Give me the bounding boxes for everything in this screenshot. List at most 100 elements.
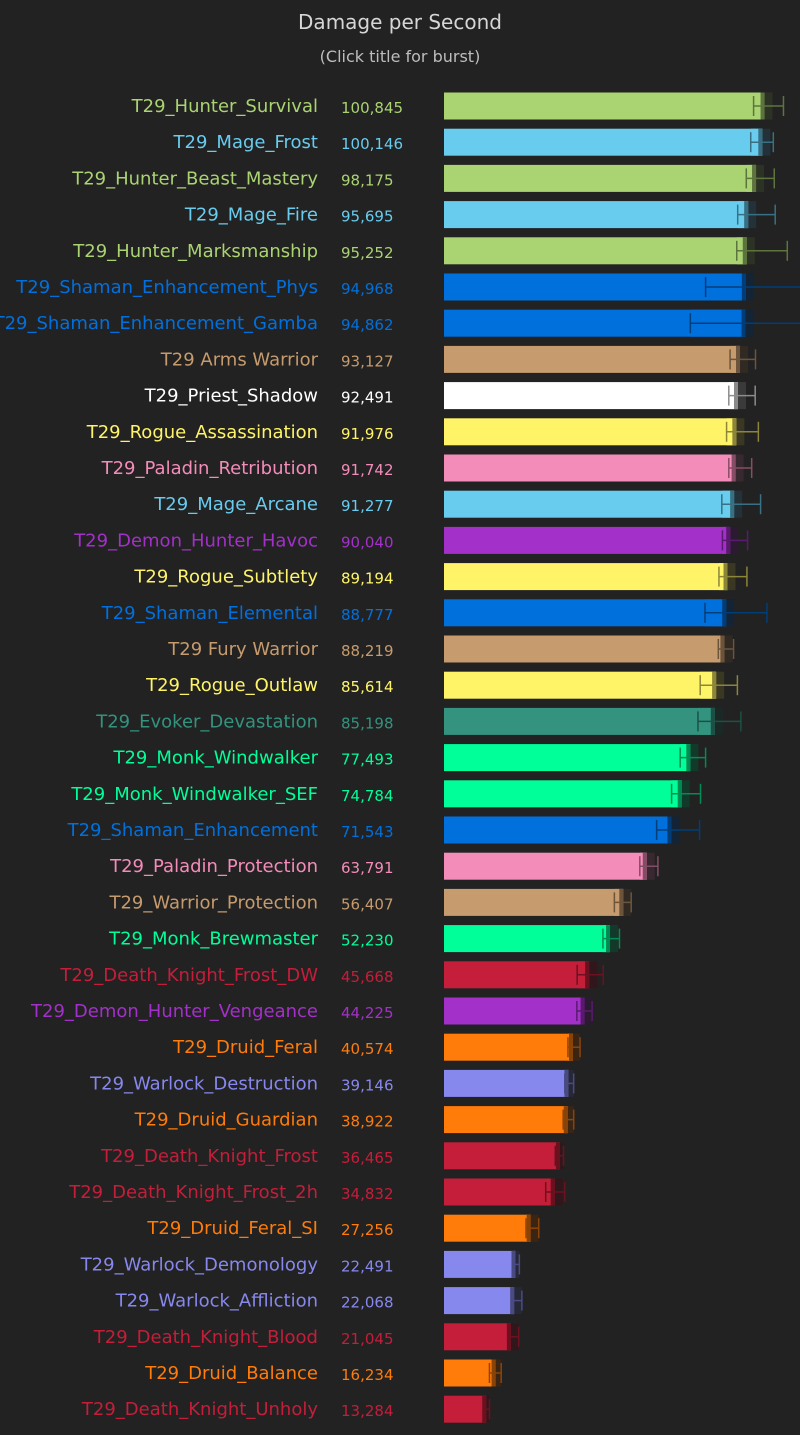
- bar[interactable]: [444, 164, 757, 192]
- bar-value: 71,543: [341, 823, 394, 841]
- bar-label: T29_Druid_Feral_SI: [146, 1218, 318, 1239]
- bar-value: 85,614: [341, 678, 394, 696]
- bar-value: 22,068: [341, 1294, 394, 1312]
- bar-label: T29_Mage_Arcane: [153, 494, 318, 515]
- bar-label: T29_Rogue_Assassination: [86, 422, 318, 443]
- bar-value: 39,146: [341, 1076, 394, 1094]
- bar[interactable]: [444, 707, 715, 735]
- bar[interactable]: [444, 237, 747, 265]
- bar-label: T29_Druid_Guardian: [134, 1110, 318, 1131]
- bar-label: T29_Druid_Balance: [144, 1363, 318, 1384]
- bar-value: 91,976: [341, 425, 394, 443]
- bar[interactable]: [444, 1359, 496, 1387]
- bar-label: T29_Shaman_Enhancement: [67, 820, 318, 841]
- bar[interactable]: [444, 345, 741, 373]
- bar-value: 38,922: [341, 1113, 394, 1131]
- bar[interactable]: [444, 490, 735, 518]
- bar[interactable]: [444, 563, 728, 591]
- bar-label: T29_Warrior_Protection: [108, 892, 318, 913]
- bar[interactable]: [444, 92, 765, 120]
- bar-value: 91,277: [341, 497, 394, 515]
- bar[interactable]: [444, 671, 717, 699]
- bar[interactable]: [444, 780, 682, 808]
- bar-value: 74,784: [341, 787, 394, 805]
- bar-label: T29_Shaman_Enhancement_Gamba: [0, 313, 318, 334]
- bar-value: 92,491: [341, 389, 394, 407]
- bar[interactable]: [444, 1178, 555, 1206]
- bar[interactable]: [444, 816, 672, 844]
- chart-subtitle: (Click title for burst): [319, 47, 481, 66]
- bar[interactable]: [444, 1395, 487, 1423]
- bar-value: 52,230: [341, 932, 394, 950]
- bar[interactable]: [444, 888, 624, 916]
- bar-label: T29 Arms Warrior: [160, 349, 319, 370]
- bar[interactable]: [444, 852, 647, 880]
- bar-value: 27,256: [341, 1221, 394, 1239]
- bar-label: T29_Warlock_Destruction: [89, 1073, 318, 1094]
- bar-label: T29_Hunter_Marksmanship: [72, 241, 318, 262]
- bar-value: 88,219: [341, 642, 394, 660]
- bar-label: T29_Hunter_Survival: [131, 96, 318, 117]
- bar-label: T29_Rogue_Outlaw: [145, 675, 318, 696]
- bar[interactable]: [444, 454, 736, 482]
- bar[interactable]: [444, 744, 691, 772]
- bar-value: 56,407: [341, 895, 394, 913]
- bar-value: 95,252: [341, 244, 394, 262]
- bar[interactable]: [444, 201, 749, 229]
- bar-value: 36,465: [341, 1149, 394, 1167]
- bar[interactable]: [444, 1142, 560, 1170]
- bar-value: 44,225: [341, 1004, 394, 1022]
- bar-value: 94,968: [341, 280, 394, 298]
- bar[interactable]: [444, 273, 746, 301]
- bar[interactable]: [444, 1106, 568, 1134]
- bar-value: 85,198: [341, 714, 394, 732]
- bar-label: T29_Death_Knight_Frost_2h: [68, 1182, 318, 1203]
- bar[interactable]: [444, 599, 727, 627]
- bar[interactable]: [444, 1250, 516, 1278]
- bar-value: 22,491: [341, 1257, 394, 1275]
- bar[interactable]: [444, 382, 738, 410]
- bar-label: T29_Hunter_Beast_Mastery: [71, 168, 318, 189]
- bar-label: T29_Monk_Windwalker_SEF: [70, 784, 318, 805]
- bar[interactable]: [444, 418, 737, 446]
- bar-value: 34,832: [341, 1185, 394, 1203]
- bar-value: 63,791: [341, 859, 394, 877]
- bar-value: 13,284: [341, 1402, 394, 1420]
- bar[interactable]: [444, 1033, 573, 1061]
- bar[interactable]: [444, 1069, 569, 1097]
- bar-value: 88,777: [341, 606, 394, 624]
- bar-label: T29_Monk_Brewmaster: [108, 929, 318, 950]
- bar-label: T29_Paladin_Retribution: [101, 458, 318, 479]
- bar[interactable]: [444, 128, 763, 156]
- bar-label: T29_Death_Knight_Frost: [100, 1146, 318, 1167]
- bar-label: T29_Warlock_Demonology: [80, 1254, 319, 1275]
- bar-label: T29_Evoker_Devastation: [95, 711, 318, 732]
- bar[interactable]: [444, 1214, 531, 1242]
- bar[interactable]: [444, 997, 585, 1025]
- bar-label: T29_Druid_Feral: [172, 1037, 318, 1058]
- bar-label: T29_Warlock_Affliction: [115, 1291, 318, 1312]
- bar-label: T29_Shaman_Enhancement_Phys: [15, 277, 318, 298]
- bar-value: 91,742: [341, 461, 394, 479]
- bar-value: 45,668: [341, 968, 394, 986]
- bar-value: 95,695: [341, 208, 394, 226]
- bar-value: 21,045: [341, 1330, 394, 1348]
- bar[interactable]: [444, 526, 731, 554]
- bar-value: 16,234: [341, 1366, 394, 1384]
- bar-label: T29_Death_Knight_Frost_DW: [59, 965, 318, 986]
- bar-label: T29 Fury Warrior: [167, 639, 318, 660]
- bar-label: T29_Shaman_Elemental: [101, 603, 318, 624]
- bar-label: T29_Mage_Fire: [184, 205, 318, 226]
- bar-value: 98,175: [341, 171, 394, 189]
- bar[interactable]: [444, 925, 611, 953]
- bar[interactable]: [444, 961, 590, 989]
- chart-title[interactable]: Damage per Second: [298, 10, 502, 34]
- bar[interactable]: [444, 1287, 515, 1315]
- bar-value: 89,194: [341, 570, 394, 588]
- bar-value: 77,493: [341, 751, 394, 769]
- bar-label: T29_Demon_Hunter_Havoc: [73, 530, 318, 551]
- bar[interactable]: [444, 635, 725, 663]
- bar[interactable]: [444, 1323, 511, 1351]
